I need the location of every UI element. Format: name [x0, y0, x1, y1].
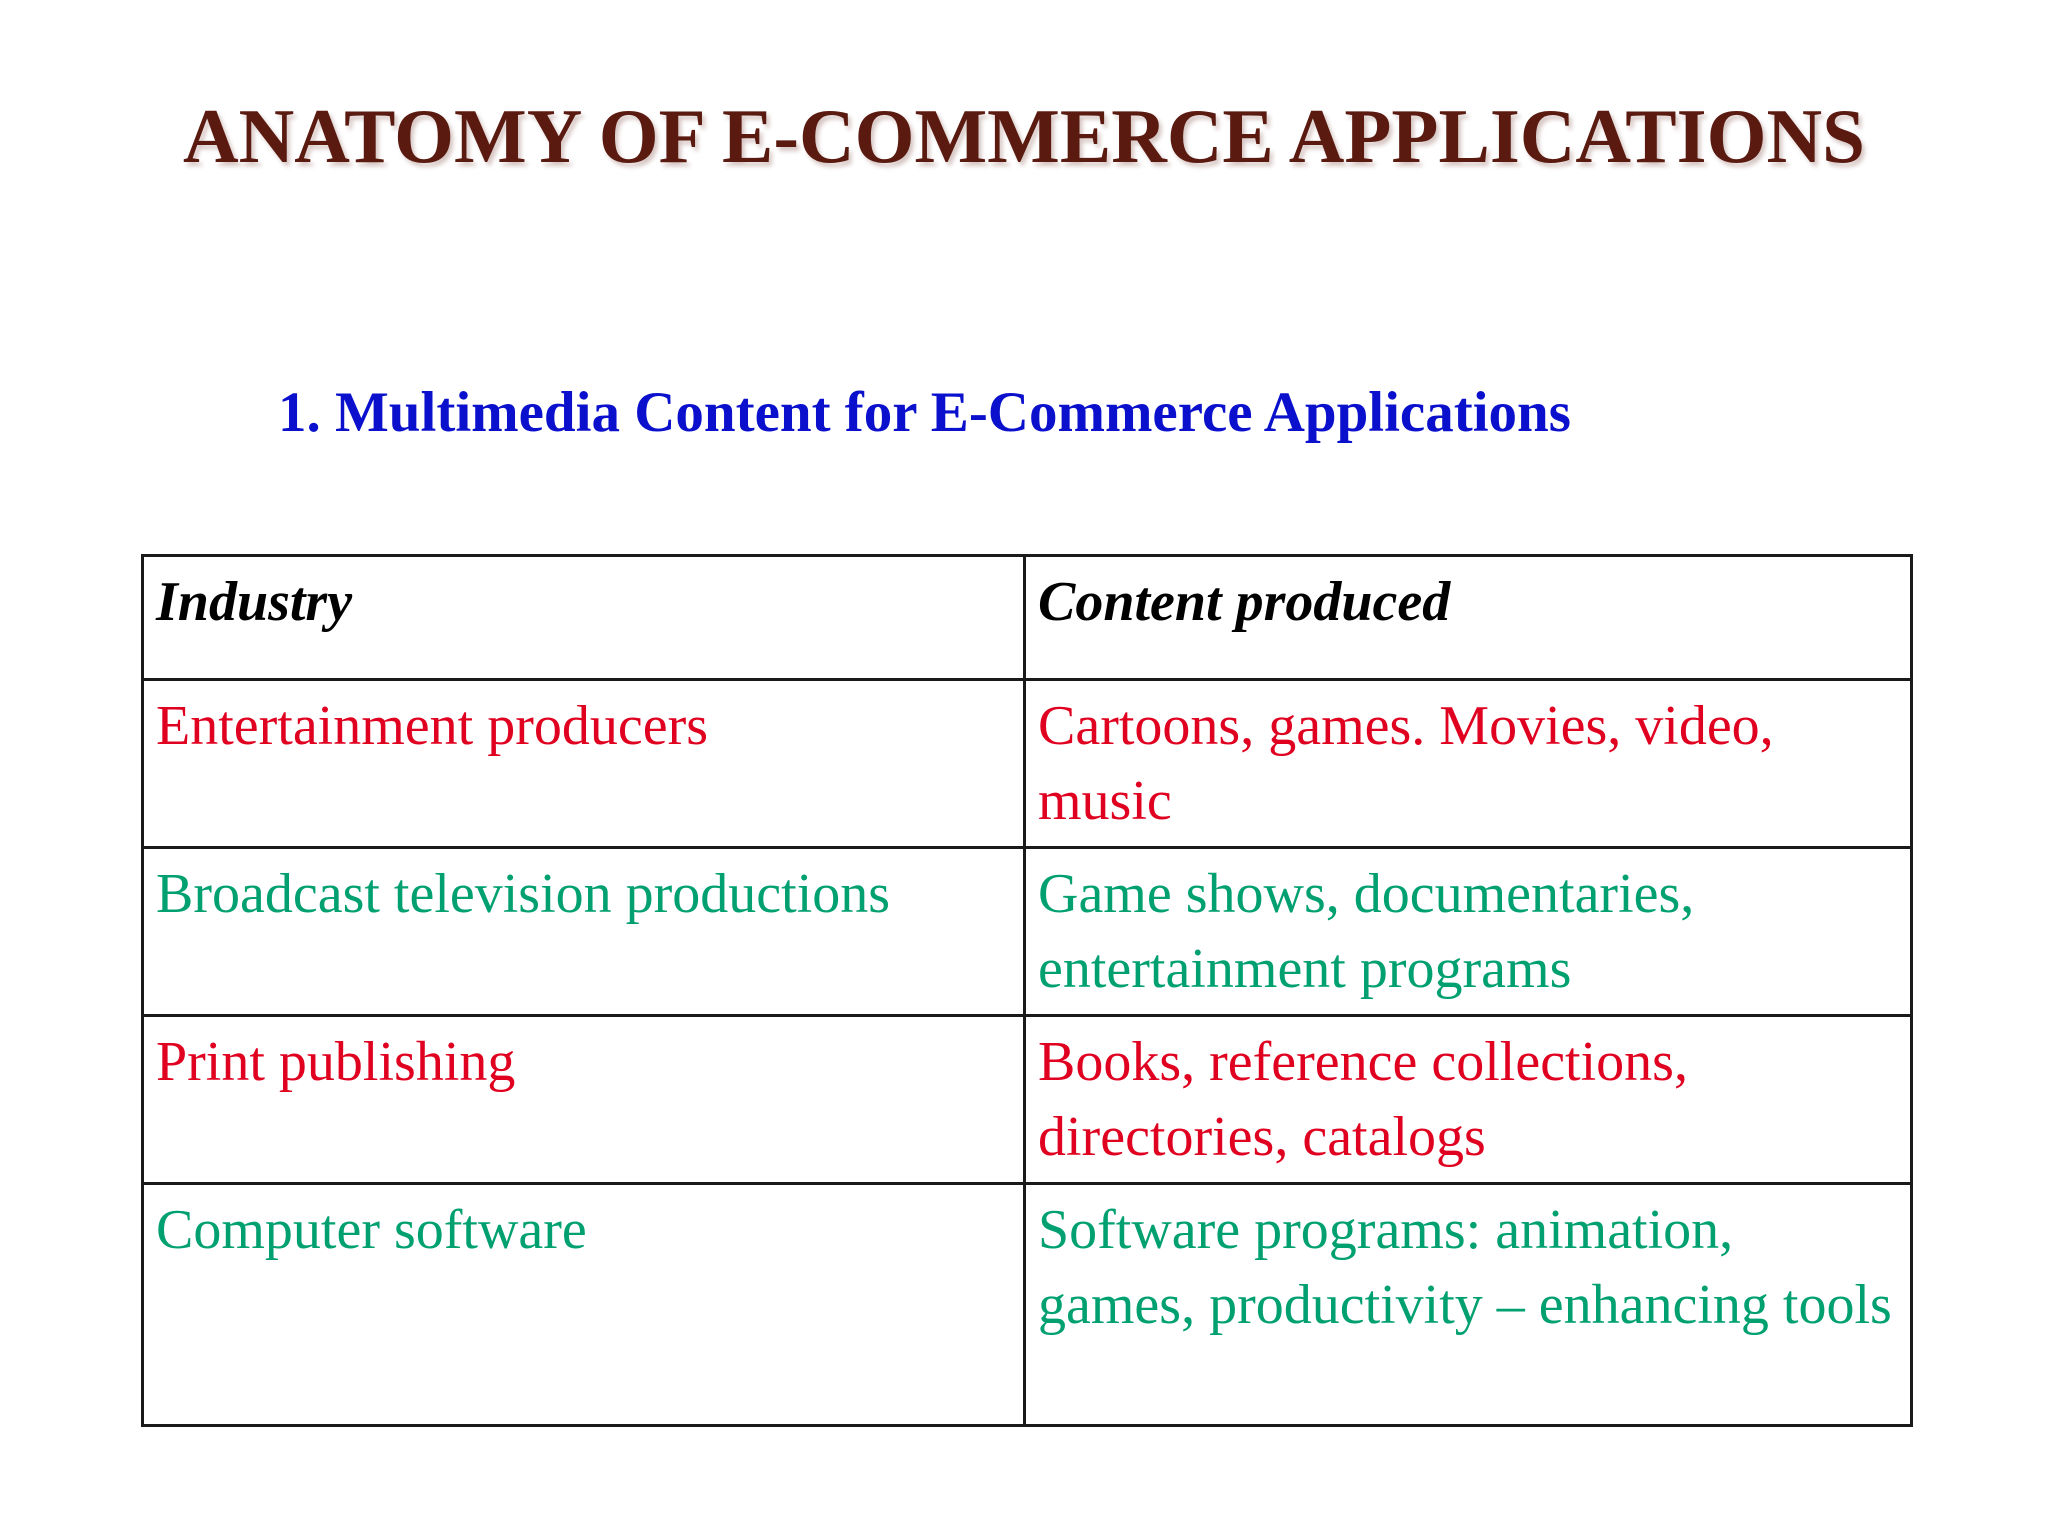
table-header-row: Industry Content produced: [141, 554, 1913, 681]
content-cell: Cartoons, games. Movies, video, music: [1023, 678, 1913, 849]
content-table: Industry Content produced Entertainment …: [141, 554, 1913, 1427]
table-row: Computer software Software programs: ani…: [141, 1182, 1913, 1427]
industry-cell: Entertainment producers: [141, 678, 1026, 849]
table-row: Entertainment producers Cartoons, games.…: [141, 678, 1913, 849]
content-cell: Game shows, documentaries, entertainment…: [1023, 846, 1913, 1017]
slide-title: ANATOMY OF E-COMMERCE APPLICATIONS: [183, 93, 1865, 179]
content-cell: Books, reference collections, directorie…: [1023, 1014, 1913, 1185]
table-row: Broadcast television productions Game sh…: [141, 846, 1913, 1017]
industry-cell: Print publishing: [141, 1014, 1026, 1185]
content-cell: Software programs: animation, games, pro…: [1023, 1182, 1913, 1427]
section-heading: 1. Multimedia Content for E-Commerce App…: [278, 381, 1571, 444]
header-content-produced: Content produced: [1023, 554, 1913, 681]
header-industry: Industry: [141, 554, 1026, 681]
industry-cell: Computer software: [141, 1182, 1026, 1427]
industry-cell: Broadcast television productions: [141, 846, 1026, 1017]
table-row: Print publishing Books, reference collec…: [141, 1014, 1913, 1185]
